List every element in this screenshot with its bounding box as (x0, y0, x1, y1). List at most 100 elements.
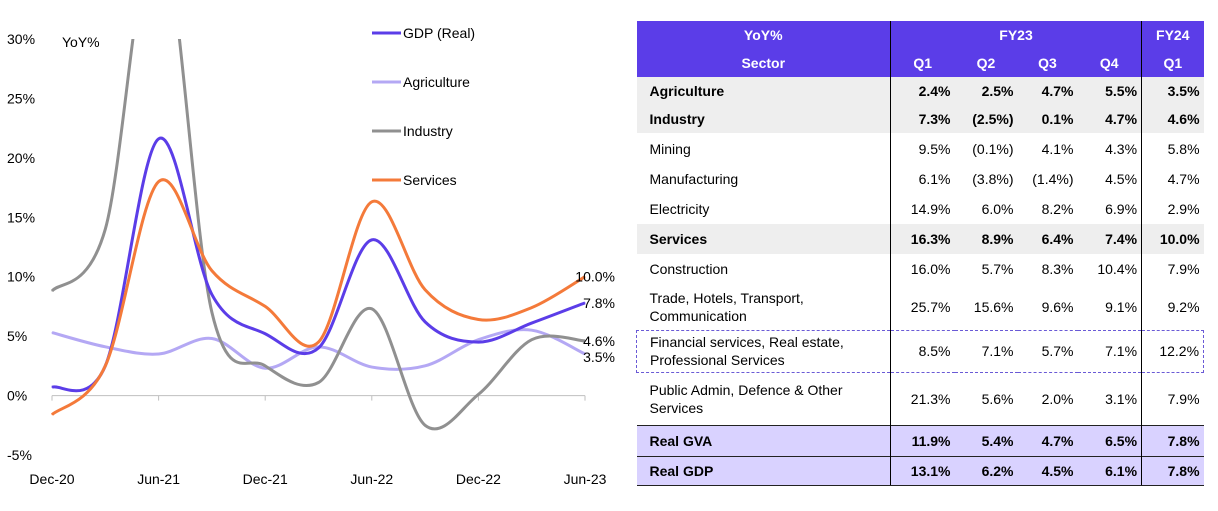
legend-label: Agriculture (403, 74, 470, 90)
cell-fy24-q1: 10.0% (1141, 224, 1204, 254)
data-point-industry (424, 424, 426, 426)
data-point-industry (104, 228, 106, 230)
cell-q3: 4.7% (1017, 424, 1078, 456)
cell-q2: 5.4% (954, 424, 1018, 456)
x-tick-label: Dec-20 (29, 471, 74, 487)
cell-q2: 8.9% (954, 224, 1018, 254)
data-point-industry (477, 393, 479, 395)
y-tick-label: 20% (7, 150, 35, 166)
cell-q1: 16.0% (890, 254, 955, 284)
table-row: Public Admin, Defence & Other Services 2… (637, 372, 1204, 425)
data-point-gdp-real (531, 322, 533, 324)
header-fy23: FY23 (889, 21, 1142, 49)
row-sector: Services (636, 224, 891, 254)
data-point-services (318, 341, 319, 343)
cell-q3: 5.7% (1017, 329, 1078, 373)
data-point-services (584, 276, 586, 278)
data-point-industry (211, 311, 213, 313)
header-q4: Q4 (1077, 49, 1142, 77)
y-tick-label: -5% (7, 447, 32, 463)
series-end-label: 4.6% (583, 333, 615, 349)
data-point-gdp-real (158, 138, 160, 140)
header-fy24: FY24 (1141, 21, 1204, 49)
cell-q4: 4.5% (1105, 171, 1138, 187)
cell-q1: 14.9% (890, 194, 955, 224)
cell-q1: 9.5% (890, 133, 955, 164)
cell-q3: 4.7% (1017, 77, 1078, 105)
data-point-agriculture (51, 332, 53, 334)
cell-q3: 9.6% (1041, 298, 1074, 315)
cell-q1: 16.3% (890, 224, 955, 254)
row-sector: Agriculture (636, 77, 891, 105)
x-tick-label: Jun-22 (350, 471, 393, 487)
row-sector: Public Admin, Defence & Other Services (649, 381, 843, 416)
series-end-label: 3.5% (583, 349, 615, 365)
table-row: Electricity 14.9% 6.0% 8.2% 6.9% 2.9% (637, 194, 1204, 224)
cell-q3: 6.4% (1017, 224, 1078, 254)
table-row: Industry 7.3% (2.5%) 0.1% 4.7% 4.6% (636, 105, 1204, 133)
y-axis-title: YoY% (62, 34, 100, 50)
y-tick-label: 0% (7, 388, 27, 404)
header-yoy: YoY% (636, 21, 891, 49)
cell-q2: 6.2% (954, 455, 1018, 486)
cell-q3: 4.5% (1017, 455, 1078, 486)
cell-q1: 21.3% (890, 372, 955, 425)
cell-fy24-q1: 4.6% (1141, 105, 1204, 133)
table-row: Agriculture 2.4% 2.5% 4.7% 5.5% 3.5% (636, 77, 1204, 105)
y-tick-label: 5% (7, 328, 27, 344)
cell-fy24-q1: 3.5% (1141, 77, 1204, 105)
cell-fy24-q1: 2.9% (1141, 194, 1204, 224)
header-fy24-q1: Q1 (1141, 49, 1204, 77)
cell-q2: (2.5%) (954, 105, 1018, 133)
table-row: Services 16.3% 8.9% 6.4% 7.4% 10.0% (636, 224, 1204, 254)
data-point-agriculture (211, 338, 213, 340)
data-point-agriculture (424, 365, 426, 367)
cell-q4: 6.1% (1077, 455, 1142, 486)
legend-label: Industry (403, 123, 453, 139)
cell-q3: 0.1% (1017, 105, 1078, 133)
data-point-agriculture (371, 366, 373, 368)
data-point-gdp-real (211, 294, 213, 296)
cell-q4: 6.5% (1077, 424, 1142, 456)
y-tick-label: 30% (7, 31, 35, 47)
cell-q4: 3.1% (1105, 390, 1138, 407)
sector-growth-table: YoY% FY23 FY24 Sector Q1 Q2 Q3 Q4 Q1 Agr… (636, 21, 1205, 486)
cell-q1: 13.1% (890, 455, 955, 486)
cell-q4: 4.3% (1105, 140, 1138, 157)
cell-q2: 7.1% (954, 329, 1018, 373)
y-tick-label: 25% (7, 90, 35, 106)
series-end-label: 7.8% (583, 295, 615, 311)
data-point-industry (371, 308, 373, 310)
row-sector: Trade, Hotels, Transport, Communication (649, 289, 804, 324)
data-point-industry (531, 339, 533, 341)
cell-q3: 4.1% (1041, 140, 1074, 157)
table-row-total: Real GVA 11.9% 5.4% 4.7% 6.5% 7.8% (636, 424, 1204, 456)
table-subheader-row: Sector Q1 Q2 Q3 Q4 Q1 (636, 49, 1204, 77)
cell-q1: 7.3% (890, 105, 955, 133)
x-tick-label: Dec-21 (243, 471, 288, 487)
data-point-services (51, 414, 53, 416)
row-sector: Real GDP (636, 455, 891, 486)
data-point-agriculture (584, 353, 586, 355)
table-row-highlighted: Financial services, Real estate, Profess… (636, 329, 1205, 373)
x-tick-label: Dec-22 (456, 471, 501, 487)
data-point-agriculture (264, 367, 266, 369)
x-tick-label: Jun-21 (137, 471, 180, 487)
data-point-gdp-real (371, 239, 373, 241)
data-point-gdp-real (424, 321, 426, 323)
cell-q4: 9.1% (1105, 298, 1138, 315)
series-end-label: 10.0% (575, 269, 615, 285)
table-header-row: YoY% FY23 FY24 (636, 21, 1204, 49)
table-row: Trade, Hotels, Transport, Communication … (637, 284, 1204, 330)
cell-q4: 10.4% (1097, 261, 1138, 277)
row-sector: Real GVA (636, 424, 891, 456)
row-sector: Electricity (649, 201, 710, 217)
cell-q1: 8.5% (890, 329, 955, 373)
cell-fy24-q1: 7.9% (1141, 254, 1204, 284)
cell-q4: 7.1% (1077, 329, 1142, 373)
cell-q4: 4.7% (1077, 105, 1142, 133)
data-point-services (371, 201, 373, 203)
cell-q2: 5.7% (981, 261, 1014, 277)
data-point-services (531, 307, 533, 309)
cell-q3: (1.4%) (1032, 171, 1074, 187)
